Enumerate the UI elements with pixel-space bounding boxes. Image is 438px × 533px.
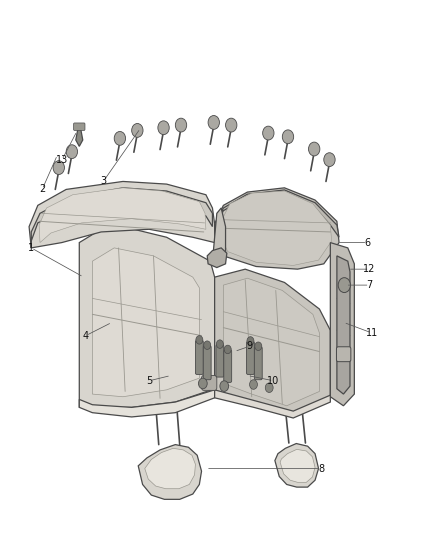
- Text: 12: 12: [364, 264, 376, 274]
- Polygon shape: [92, 248, 199, 397]
- Circle shape: [216, 340, 223, 349]
- Circle shape: [208, 116, 219, 130]
- Circle shape: [283, 130, 293, 144]
- Circle shape: [114, 132, 126, 146]
- Circle shape: [226, 118, 237, 132]
- Circle shape: [196, 336, 203, 344]
- Polygon shape: [330, 243, 354, 406]
- Text: 6: 6: [364, 238, 371, 247]
- FancyBboxPatch shape: [254, 347, 262, 379]
- Text: 1: 1: [28, 243, 34, 253]
- FancyBboxPatch shape: [216, 345, 224, 377]
- Polygon shape: [145, 448, 195, 489]
- Text: 9: 9: [247, 341, 253, 351]
- Polygon shape: [215, 190, 339, 237]
- Polygon shape: [212, 208, 226, 261]
- Polygon shape: [39, 188, 206, 243]
- Polygon shape: [29, 181, 215, 248]
- Circle shape: [224, 345, 231, 354]
- FancyBboxPatch shape: [224, 350, 232, 382]
- Polygon shape: [215, 269, 330, 413]
- FancyBboxPatch shape: [336, 347, 351, 362]
- Circle shape: [198, 378, 207, 389]
- Circle shape: [324, 153, 335, 166]
- Polygon shape: [223, 278, 319, 406]
- Circle shape: [158, 121, 169, 135]
- Polygon shape: [207, 248, 227, 268]
- FancyBboxPatch shape: [247, 342, 254, 374]
- Polygon shape: [215, 188, 339, 269]
- Circle shape: [204, 341, 211, 350]
- Polygon shape: [79, 227, 215, 407]
- Text: 11: 11: [366, 328, 378, 338]
- FancyBboxPatch shape: [203, 346, 211, 379]
- Polygon shape: [31, 188, 212, 248]
- Circle shape: [308, 142, 320, 156]
- FancyBboxPatch shape: [195, 341, 203, 374]
- Circle shape: [265, 383, 273, 392]
- Text: 3: 3: [100, 176, 106, 187]
- FancyBboxPatch shape: [74, 123, 85, 131]
- Circle shape: [132, 124, 143, 138]
- Polygon shape: [275, 443, 318, 487]
- Polygon shape: [221, 191, 332, 265]
- Polygon shape: [76, 128, 83, 147]
- Polygon shape: [337, 256, 350, 394]
- Circle shape: [175, 118, 187, 132]
- Text: 2: 2: [39, 184, 45, 195]
- Text: 8: 8: [318, 464, 325, 473]
- Circle shape: [338, 278, 350, 293]
- Polygon shape: [280, 449, 315, 482]
- Text: 4: 4: [83, 330, 89, 341]
- Polygon shape: [79, 390, 215, 417]
- Circle shape: [220, 381, 229, 391]
- Text: 13: 13: [56, 155, 68, 165]
- Text: 10: 10: [268, 376, 280, 386]
- Text: 5: 5: [146, 376, 152, 386]
- Circle shape: [250, 379, 258, 389]
- Text: 7: 7: [367, 280, 373, 290]
- FancyBboxPatch shape: [201, 375, 217, 390]
- Polygon shape: [215, 390, 330, 418]
- Circle shape: [263, 126, 274, 140]
- Circle shape: [255, 342, 262, 351]
- Circle shape: [53, 161, 64, 174]
- Circle shape: [247, 337, 254, 345]
- Polygon shape: [138, 445, 201, 499]
- Circle shape: [66, 145, 78, 159]
